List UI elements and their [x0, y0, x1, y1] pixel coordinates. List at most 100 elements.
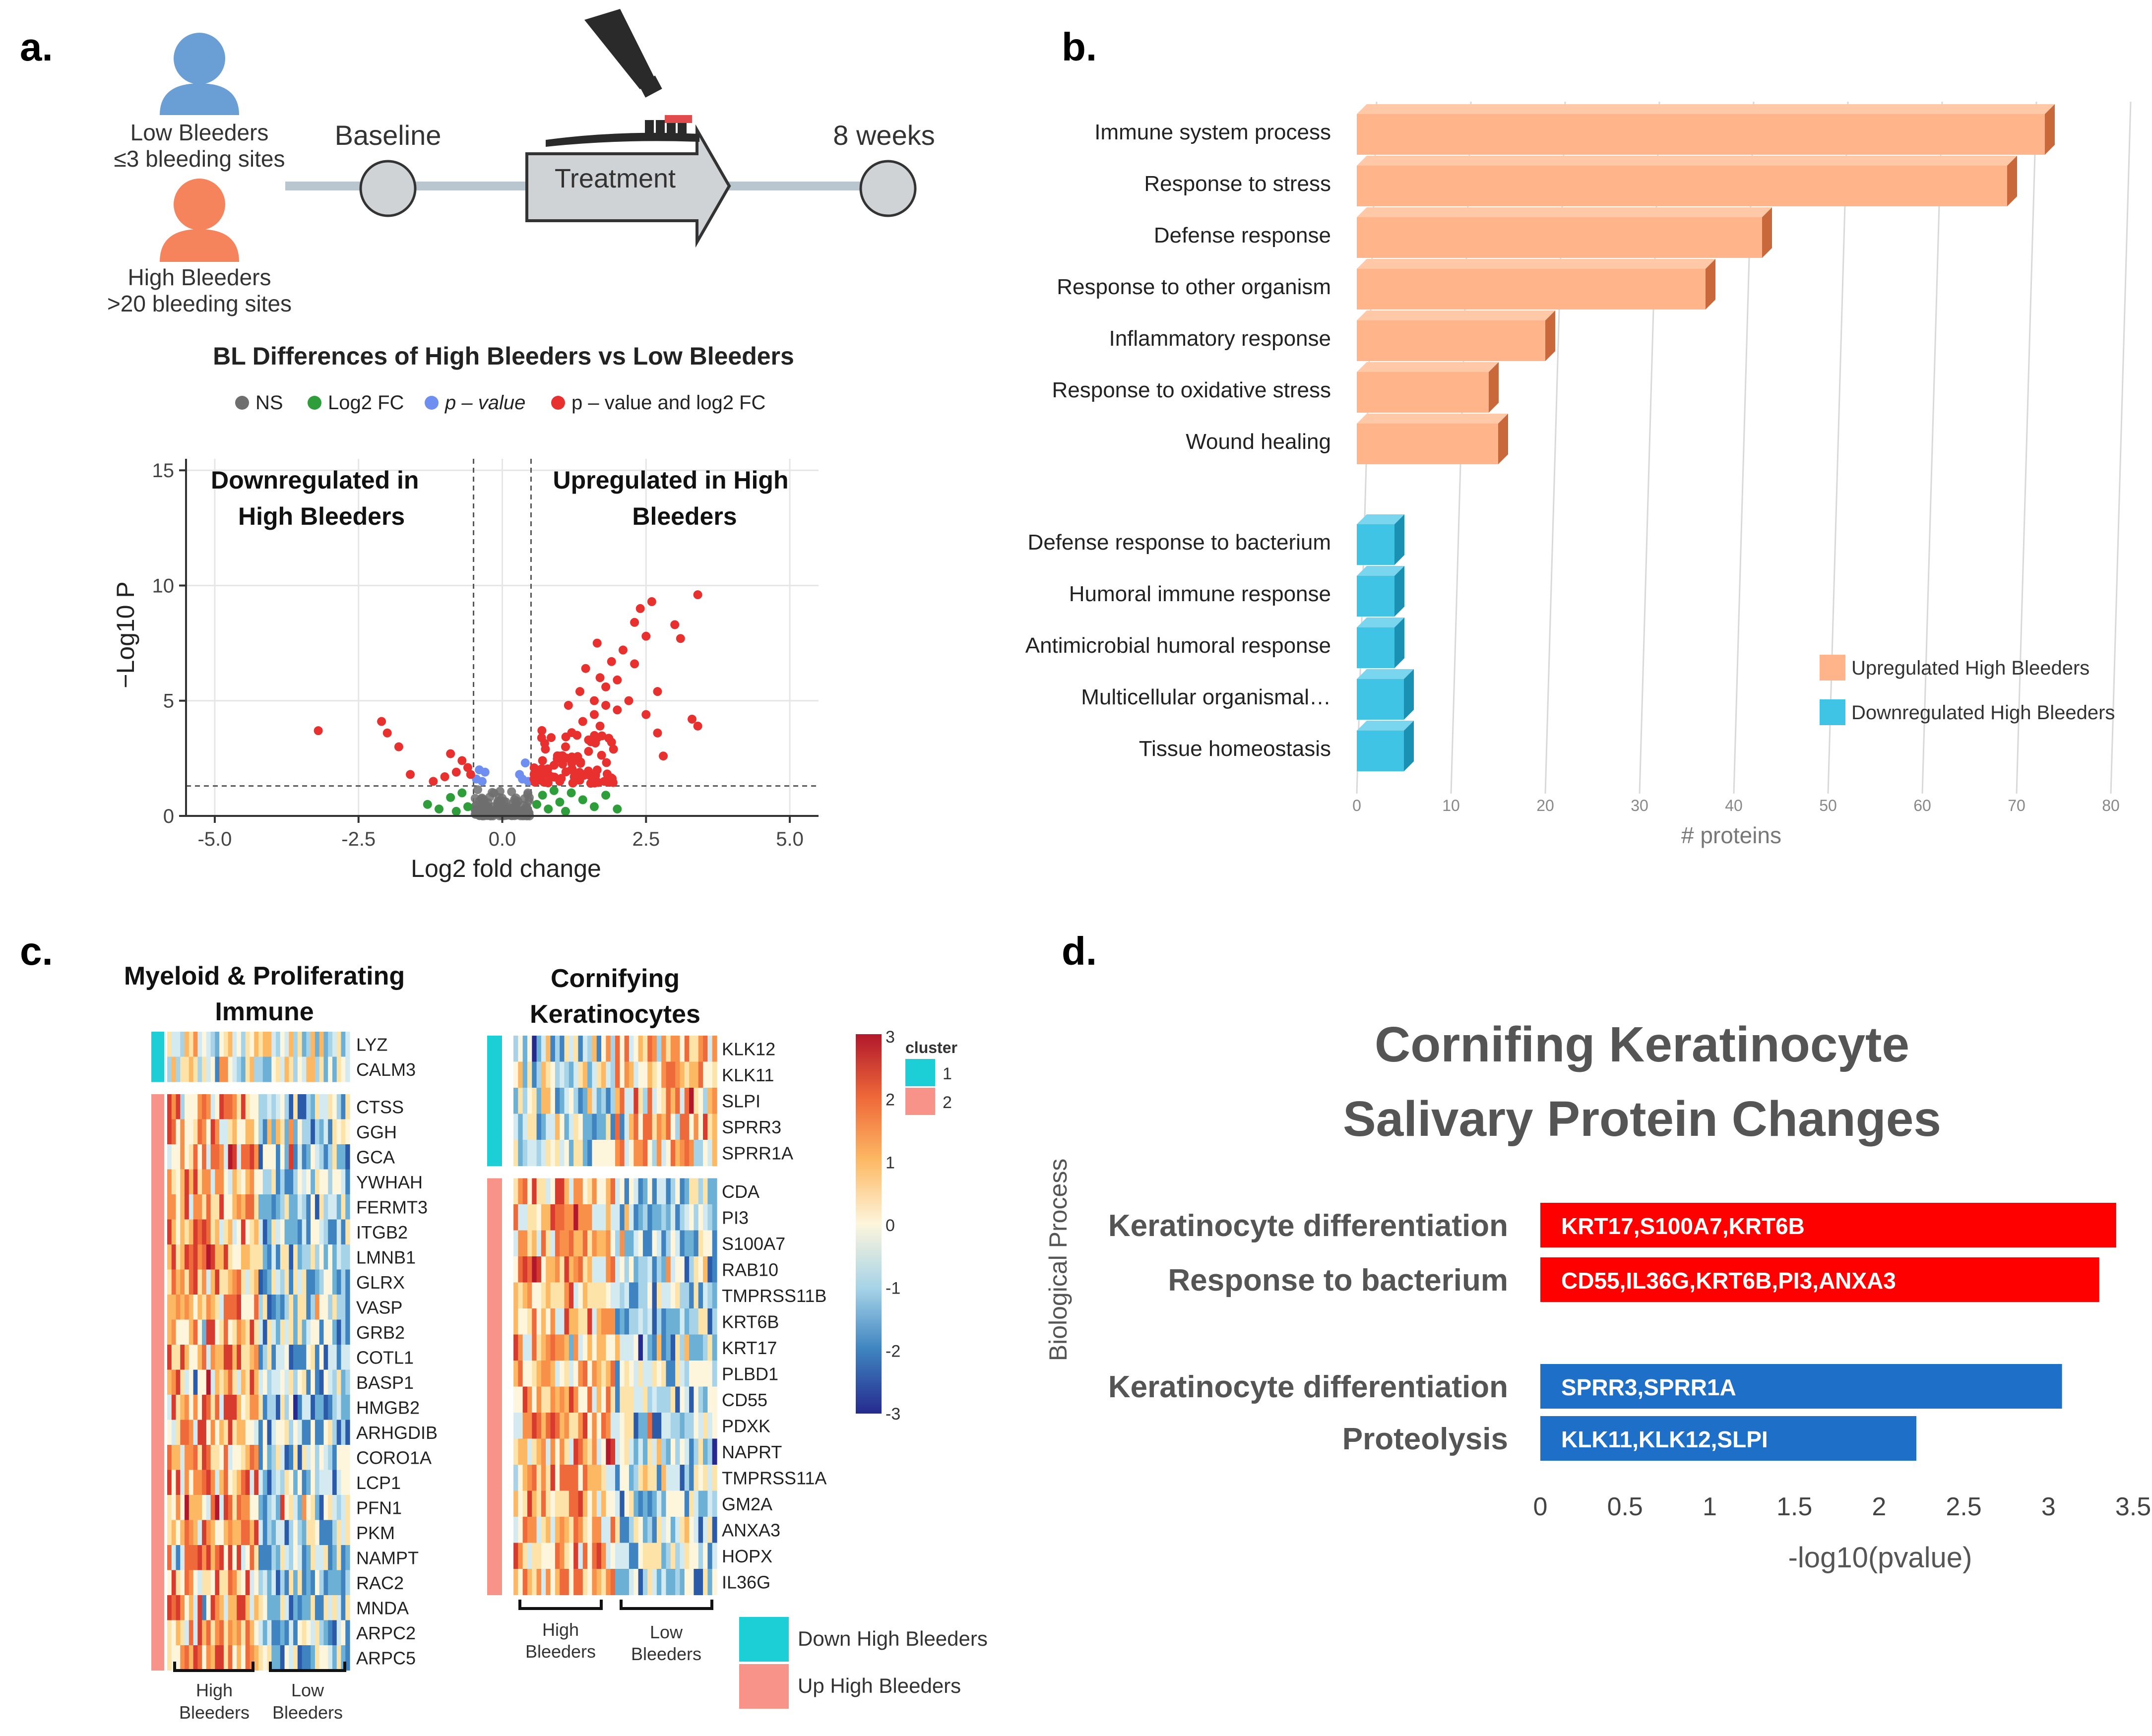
volcano-point-significant — [647, 597, 656, 606]
heatmap-cell — [601, 1386, 606, 1413]
heatmap-row-label: TMPRSS11B — [722, 1286, 826, 1306]
heatmap-cell — [656, 1569, 662, 1596]
heatmap-cell — [684, 1438, 690, 1465]
heatmap-cell — [532, 1413, 537, 1439]
heatmap-cell — [284, 1620, 289, 1646]
heatmap-cell — [546, 1517, 551, 1544]
heatmap-cell — [670, 1230, 676, 1257]
heatmap-cell — [228, 1545, 233, 1571]
go-bar — [1357, 679, 1404, 720]
heatmap-cell — [262, 1144, 268, 1170]
go-category-label: Wound healing — [1186, 430, 1331, 454]
heatmap-cell — [254, 1119, 259, 1145]
heatmap-cell — [555, 1334, 560, 1361]
heatmap-cell — [280, 1032, 285, 1057]
cluster-bar-segment — [487, 1465, 502, 1491]
heatmap-cell — [193, 1269, 198, 1295]
heatmap-cell — [219, 1144, 224, 1170]
heatmap-cell — [629, 1386, 634, 1413]
heatmap-cell — [689, 1204, 695, 1231]
heatmap-cell — [232, 1645, 237, 1671]
heatmap-cell — [569, 1465, 574, 1491]
legend-pvalue-dot — [425, 396, 439, 410]
heatmap-cell — [522, 1413, 528, 1439]
heatmap-cell — [267, 1620, 272, 1646]
heatmap-cell — [532, 1308, 537, 1335]
heatmap-cell — [541, 1230, 546, 1257]
heatmap-cell — [193, 1445, 198, 1471]
heatmap-row-label: KLK12 — [722, 1039, 775, 1059]
heatmap-cell — [564, 1334, 570, 1361]
heatmap-cell — [254, 1545, 259, 1571]
heatmap-cell — [258, 1470, 263, 1495]
heatmap-cell — [606, 1256, 611, 1283]
volcano-point-significant — [543, 764, 553, 774]
heatmap-cell — [289, 1169, 294, 1195]
heatmap-cell — [610, 1517, 616, 1544]
heatmap-cell — [564, 1114, 570, 1140]
heatmap-cell — [546, 1308, 551, 1335]
heatmap-cell — [703, 1061, 708, 1088]
heatmap-cell — [601, 1230, 606, 1257]
heatmap-cell — [232, 1119, 237, 1145]
heatmap-cell — [596, 1308, 602, 1335]
heatmap-cell — [560, 1036, 565, 1062]
heatmap-cell — [167, 1244, 172, 1270]
heatmap-cell — [596, 1490, 602, 1517]
heatmap-cell — [302, 1244, 307, 1270]
heatmap-cell — [293, 1144, 298, 1170]
heatmap-cell — [193, 1032, 198, 1057]
heatmap-cell — [656, 1438, 662, 1465]
heatmap-cell — [694, 1204, 699, 1231]
heatmap-cell — [302, 1169, 307, 1195]
heatmap-cell — [223, 1345, 229, 1370]
heatmap-cell — [276, 1169, 281, 1195]
heatmap-cell — [336, 1056, 342, 1082]
volcano-point-significant — [641, 631, 651, 641]
heatmap-cell — [656, 1361, 662, 1387]
heatmap-cell — [241, 1369, 246, 1395]
heatmap-cell — [610, 1413, 616, 1439]
heatmap-cell — [323, 1545, 328, 1571]
heatmap-cell — [202, 1369, 207, 1395]
heatmap-cell — [202, 1595, 207, 1621]
heatmap-cell — [228, 1595, 233, 1621]
heatmap-cell — [219, 1445, 224, 1471]
heatmap-cell — [684, 1230, 690, 1257]
heatmap-cell — [689, 1438, 695, 1465]
heatmap-cell — [180, 1345, 185, 1370]
heatmap-cell — [280, 1395, 285, 1421]
heatmap-cell — [258, 1645, 263, 1671]
heatmap-cell — [689, 1088, 695, 1115]
heatmap-cell — [228, 1119, 233, 1145]
heatmap-cell — [293, 1345, 298, 1370]
heatmap-cell — [180, 1119, 185, 1145]
heatmap-cell — [522, 1361, 528, 1387]
heatmap-cell — [193, 1119, 198, 1145]
heatmap-cell — [656, 1543, 662, 1569]
heatmap-cell — [638, 1308, 643, 1335]
heatmap-cell — [582, 1386, 588, 1413]
heatmap-cell — [345, 1319, 350, 1345]
heatmap-cell — [167, 1295, 172, 1320]
heatmap-cell — [666, 1334, 671, 1361]
heatmap-cell — [582, 1178, 588, 1205]
heatmap-cell — [596, 1361, 602, 1387]
heatmap-cell — [228, 1520, 233, 1546]
heatmap-cell — [596, 1282, 602, 1309]
heatmap-cell — [293, 1319, 298, 1345]
heatmap-cell — [536, 1361, 542, 1387]
heatmap-cell — [629, 1036, 634, 1062]
heatmap-cell — [245, 1595, 251, 1621]
heatmap-cell — [684, 1413, 690, 1439]
heatmap-cell — [707, 1569, 713, 1596]
heatmap-cell — [245, 1495, 251, 1521]
heatmap-cell — [698, 1465, 703, 1491]
heatmap-cell — [666, 1256, 671, 1283]
heatmap-cell — [522, 1569, 528, 1596]
heatmap-cell — [271, 1369, 276, 1395]
heatmap-cell — [293, 1295, 298, 1320]
heatmap-cell — [587, 1061, 593, 1088]
heatmap-cell — [267, 1269, 272, 1295]
heatmap-cell — [223, 1445, 229, 1471]
